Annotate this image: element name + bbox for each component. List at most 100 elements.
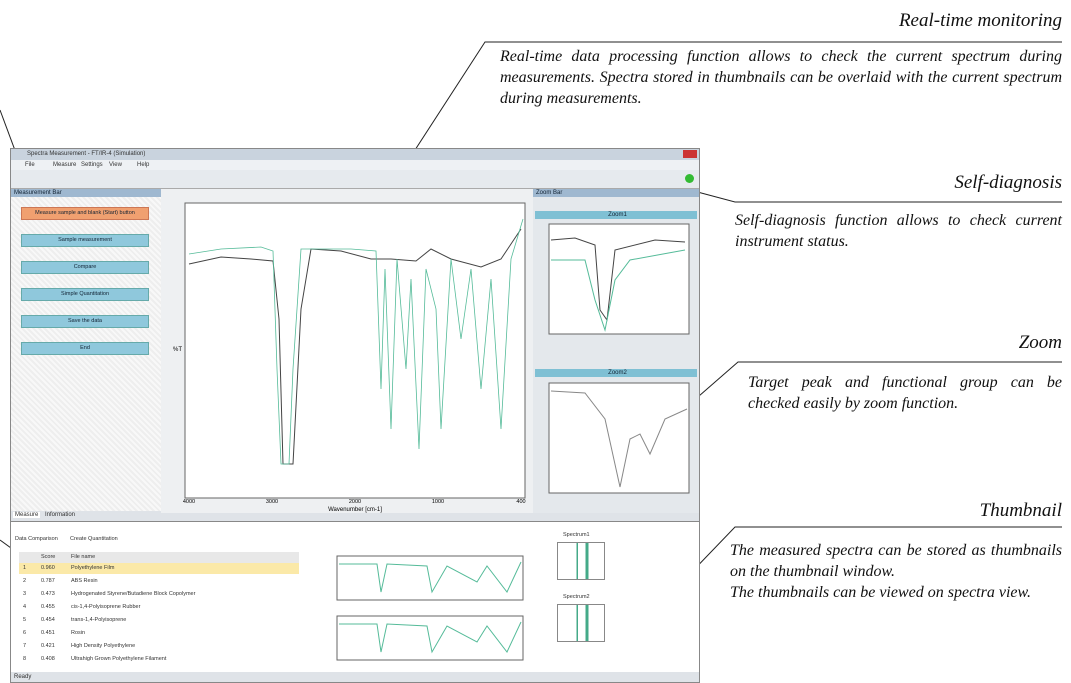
step-button[interactable]: Measure sample and blank (Start) button bbox=[21, 207, 149, 220]
annotation-title: Self-diagnosis bbox=[954, 172, 1062, 193]
spectrum-trace bbox=[188, 218, 524, 465]
paragraph: Real-time data processing function allow… bbox=[500, 48, 1062, 107]
paragraph: Self-diagnosis function allows to check … bbox=[735, 212, 1062, 250]
paragraph: The measured spectra can be stored as th… bbox=[730, 542, 1062, 580]
spectrum-view: %T Wavenumber [cm-1] 4000 3000 2000 1000 400 bbox=[161, 189, 533, 513]
table-cell: 6 bbox=[23, 630, 27, 636]
table-cell: 0.408 bbox=[41, 656, 55, 662]
annotation-title: Real-time monitoring bbox=[898, 10, 1062, 31]
x-tick-label: 1000 bbox=[432, 499, 444, 505]
table-row[interactable]: 5 0.454 trans-1,4-Polyisoprene bbox=[19, 615, 299, 626]
column-header: File name bbox=[71, 554, 96, 560]
annotation-text: Real-time data processing function allow… bbox=[500, 46, 1062, 109]
zoom-plot bbox=[548, 382, 690, 494]
table-cell: Polyethylene Film bbox=[71, 565, 115, 571]
table-cell: trans-1,4-Polyisoprene bbox=[71, 617, 127, 623]
table-cell: 8 bbox=[23, 656, 27, 662]
zoom-title: Zoom2 bbox=[535, 369, 697, 377]
table-cell: 4 bbox=[23, 604, 27, 610]
menu-bar: File Measure Settings View Help bbox=[11, 160, 699, 170]
table-cell: 0.454 bbox=[41, 617, 55, 623]
x-axis-label: Wavenumber [cm-1] bbox=[328, 507, 382, 513]
step-button[interactable]: Sample measurement bbox=[21, 234, 149, 247]
thumbnail-image[interactable] bbox=[557, 604, 605, 642]
compare-plots bbox=[336, 555, 524, 661]
step-button[interactable]: Simple Quantitation bbox=[21, 288, 149, 301]
table-cell: 1 bbox=[23, 565, 27, 571]
table-cell: 0.473 bbox=[41, 591, 55, 597]
table-cell: 0.421 bbox=[41, 643, 55, 649]
thumbnail-label: Spectrum2 bbox=[563, 594, 590, 600]
step-button[interactable]: End bbox=[21, 342, 149, 355]
x-tick-label: 4000 bbox=[183, 499, 195, 505]
measurement-bar: Measurement Bar Measure sample and blank… bbox=[11, 189, 161, 511]
table-row[interactable]: 3 0.473 Hydrogenated Styrene/Butadiene Blo… bbox=[19, 589, 299, 600]
table-row[interactable]: 1 0.960 Polyethylene Film bbox=[19, 563, 299, 574]
panel-header: Zoom Bar bbox=[533, 189, 699, 197]
table-cell: 2 bbox=[23, 578, 27, 584]
annotation-title: Thumbnail bbox=[979, 500, 1062, 521]
paragraph: The thumbnails can be viewed on spectra … bbox=[730, 584, 1031, 601]
self-diagnosis-indicator[interactable] bbox=[685, 174, 694, 183]
table-cell: 0.787 bbox=[41, 578, 55, 584]
table-cell: ABS Resin bbox=[71, 578, 98, 584]
zoom-plot bbox=[548, 223, 690, 335]
table-cell: 5 bbox=[23, 617, 27, 623]
table-cell: cis-1,4-Polyisoprene Rubber bbox=[71, 604, 141, 610]
step-button[interactable]: Save the data bbox=[21, 315, 149, 328]
table-cell: 3 bbox=[23, 591, 27, 597]
tab-strip: Measure Information bbox=[11, 511, 161, 521]
column-header: Score bbox=[41, 554, 56, 560]
menu-item[interactable]: File bbox=[25, 162, 35, 168]
menu-item[interactable]: View bbox=[109, 162, 122, 168]
window-title: Spectra Measurement - FT/IR-4 (Simulatio… bbox=[27, 151, 146, 157]
results-table: Score File name 1 0.960 Polyethylene Film 2 0.… bbox=[11, 552, 307, 670]
table-row[interactable]: 8 0.408 Ultrahigh Grown Polyethylene Filam… bbox=[19, 654, 299, 665]
annotation-text: Self-diagnosis function allows to check … bbox=[735, 210, 1062, 252]
tab[interactable]: Create Quantitation bbox=[70, 536, 118, 542]
table-cell: High Density Polyethylene bbox=[71, 643, 136, 649]
y-axis-label: %T bbox=[173, 347, 182, 353]
tab[interactable]: Information bbox=[43, 512, 78, 518]
title-bar: Spectra Measurement - FT/IR-4 (Simulatio… bbox=[11, 149, 699, 160]
table-row[interactable]: 2 0.787 ABS Resin bbox=[19, 576, 299, 587]
paragraph: Target peak and functional group can be … bbox=[748, 374, 1062, 412]
close-button[interactable] bbox=[683, 150, 697, 158]
toolbar bbox=[11, 170, 699, 189]
tab[interactable]: Measure bbox=[13, 512, 41, 518]
thumbnail-window: Spectrum1 Spectrum2 bbox=[533, 521, 699, 672]
plot-area bbox=[184, 202, 526, 499]
table-cell: Ultrahigh Grown Polyethylene Filament bbox=[71, 656, 167, 662]
tab[interactable]: Data Comparison bbox=[15, 536, 58, 542]
search-panel: Data Comparison Create Quantitation Score… bbox=[11, 521, 533, 672]
menu-item[interactable]: Settings bbox=[81, 162, 103, 168]
thumbnail-image[interactable] bbox=[557, 542, 605, 580]
thumbnail-label: Spectrum1 bbox=[563, 532, 590, 538]
table-row[interactable]: 6 0.451 Rosin bbox=[19, 628, 299, 639]
annotation-title: Zoom bbox=[1018, 332, 1062, 353]
panel-header: Measurement Bar bbox=[11, 189, 161, 197]
table-row[interactable]: 7 0.421 High Density Polyethylene bbox=[19, 641, 299, 652]
table-cell: 7 bbox=[23, 643, 27, 649]
leader-line bbox=[689, 189, 1062, 203]
step-button[interactable]: Compare bbox=[21, 261, 149, 274]
table-cell: Rosin bbox=[71, 630, 86, 636]
x-tick-label: 2000 bbox=[349, 499, 361, 505]
x-tick-label: 3000 bbox=[266, 499, 278, 505]
table-cell: Hydrogenated Styrene/Butadiene Block Cop… bbox=[71, 591, 196, 597]
x-tick-label: 400 bbox=[516, 499, 525, 505]
table-row[interactable]: 4 0.455 cis-1,4-Polyisoprene Rubber bbox=[19, 602, 299, 613]
menu-item[interactable]: Help bbox=[137, 162, 150, 168]
menu-item[interactable]: Measure bbox=[53, 162, 77, 168]
table-cell: 0.451 bbox=[41, 630, 55, 636]
tab-strip: Data Comparison Create Quantitation bbox=[15, 536, 305, 544]
table-cell: 0.960 bbox=[41, 565, 55, 571]
spectrum-trace bbox=[188, 228, 522, 465]
annotation-text: Target peak and functional group can be … bbox=[748, 372, 1062, 414]
app-window: Spectra Measurement - FT/IR-4 (Simulatio… bbox=[10, 148, 700, 683]
annotation-text: The measured spectra can be stored as th… bbox=[730, 540, 1062, 603]
zoom-title: Zoom1 bbox=[535, 211, 697, 219]
table-cell: 0.455 bbox=[41, 604, 55, 610]
status-bar: Ready bbox=[11, 672, 699, 682]
table-header: Score File name bbox=[19, 552, 299, 563]
